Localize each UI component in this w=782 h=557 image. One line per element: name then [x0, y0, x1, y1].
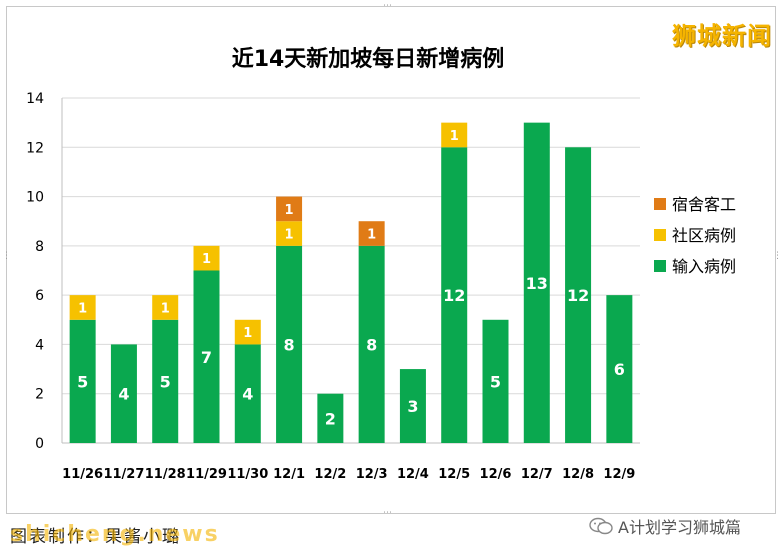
- data-label: 1: [450, 129, 459, 144]
- legend-swatch: [654, 198, 666, 210]
- bar-segment: [565, 147, 592, 444]
- y-tick-label: 6: [35, 288, 44, 304]
- bar-segment: [276, 245, 303, 443]
- legend-swatch: [654, 229, 666, 241]
- bar-segment: [276, 221, 303, 246]
- account-name: A计划学习狮城篇: [618, 518, 741, 537]
- site-logo-text: shicheng.news: [10, 522, 220, 547]
- resize-handle-right[interactable]: ⋮: [773, 251, 782, 261]
- data-label: 1: [285, 228, 294, 243]
- data-label: 1: [285, 203, 294, 218]
- bar-segment: [152, 319, 179, 443]
- bar-segment: [358, 245, 385, 443]
- x-tick-label: 12/1: [273, 467, 305, 482]
- resize-handle-top[interactable]: ⋯: [383, 1, 392, 11]
- credit-line: 图表制作：果酱小璐 shicheng.news: [10, 522, 218, 547]
- account-attribution: A计划学习狮城篇: [588, 514, 741, 538]
- data-label: 1: [202, 252, 211, 267]
- x-tick-label: 12/9: [603, 467, 635, 482]
- x-tick-label: 12/4: [397, 467, 429, 482]
- x-tick-label: 11/30: [227, 467, 268, 482]
- x-tick-label: 11/27: [103, 467, 144, 482]
- bar-segment: [152, 295, 179, 320]
- data-label: 4: [242, 385, 253, 404]
- x-tick-label: 12/7: [521, 467, 553, 482]
- data-label: 6: [614, 360, 625, 379]
- x-tick-label: 11/29: [186, 467, 227, 482]
- data-label: 12: [567, 286, 589, 305]
- credit-text: 图表制作：果酱小璐: [10, 527, 181, 547]
- x-tick-label: 12/3: [356, 467, 388, 482]
- data-label: 5: [160, 372, 171, 391]
- bar-segment: [358, 221, 385, 246]
- data-label: 7: [201, 348, 212, 367]
- watermark-logo: 狮城新闻: [672, 22, 772, 50]
- data-label: 2: [325, 409, 336, 428]
- bar-segment: [234, 344, 261, 443]
- y-tick-label: 14: [26, 91, 44, 107]
- data-label: 13: [526, 274, 548, 293]
- data-label: 5: [490, 372, 501, 391]
- bar-segment: [606, 295, 633, 443]
- bar-segment: [441, 122, 468, 148]
- bar-segment: [399, 369, 426, 443]
- data-label: 3: [407, 397, 418, 416]
- data-label: 8: [366, 335, 377, 354]
- data-label: 12: [443, 286, 465, 305]
- bar-segment: [276, 196, 303, 222]
- y-tick-label: 4: [35, 337, 44, 353]
- resize-handle-left[interactable]: ⋮: [2, 251, 11, 261]
- bar-segment: [317, 393, 344, 443]
- x-tick-label: 12/5: [438, 467, 470, 482]
- x-tick-label: 11/26: [62, 467, 103, 482]
- x-tick-label: 11/28: [145, 467, 186, 482]
- resize-handle-bottom[interactable]: ⋯: [383, 508, 392, 518]
- data-label: 1: [243, 326, 252, 341]
- y-tick-label: 8: [35, 239, 44, 255]
- data-label: 4: [118, 385, 129, 404]
- y-tick-label: 12: [26, 140, 44, 156]
- x-tick-label: 12/8: [562, 467, 594, 482]
- bar-segment: [69, 295, 96, 320]
- bar-segment: [234, 319, 261, 345]
- data-label: 5: [77, 372, 88, 391]
- chart-title: 近14天新加坡每日新增病例: [232, 46, 505, 72]
- y-tick-label: 2: [35, 387, 44, 403]
- legend-label: 社区病例: [672, 226, 736, 245]
- data-label: 1: [78, 301, 87, 316]
- bar-segment: [482, 319, 509, 443]
- x-tick-label: 12/2: [314, 467, 346, 482]
- y-tick-label: 10: [26, 190, 44, 206]
- bar-segment: [193, 270, 220, 443]
- legend-label: 宿舍客工: [672, 195, 736, 214]
- bar-segment: [441, 147, 468, 444]
- data-label: 1: [161, 301, 170, 316]
- bar-segment: [193, 245, 220, 271]
- x-tick-label: 12/6: [480, 467, 512, 482]
- data-label: 1: [367, 228, 376, 243]
- wechat-icon: [589, 517, 613, 535]
- legend-swatch: [654, 260, 666, 272]
- bar-segment: [69, 319, 96, 443]
- legend-label: 输入病例: [672, 257, 736, 276]
- bar-segment: [523, 122, 550, 444]
- data-label: 8: [284, 335, 295, 354]
- y-tick-label: 0: [35, 436, 44, 452]
- bar-segment: [110, 344, 137, 443]
